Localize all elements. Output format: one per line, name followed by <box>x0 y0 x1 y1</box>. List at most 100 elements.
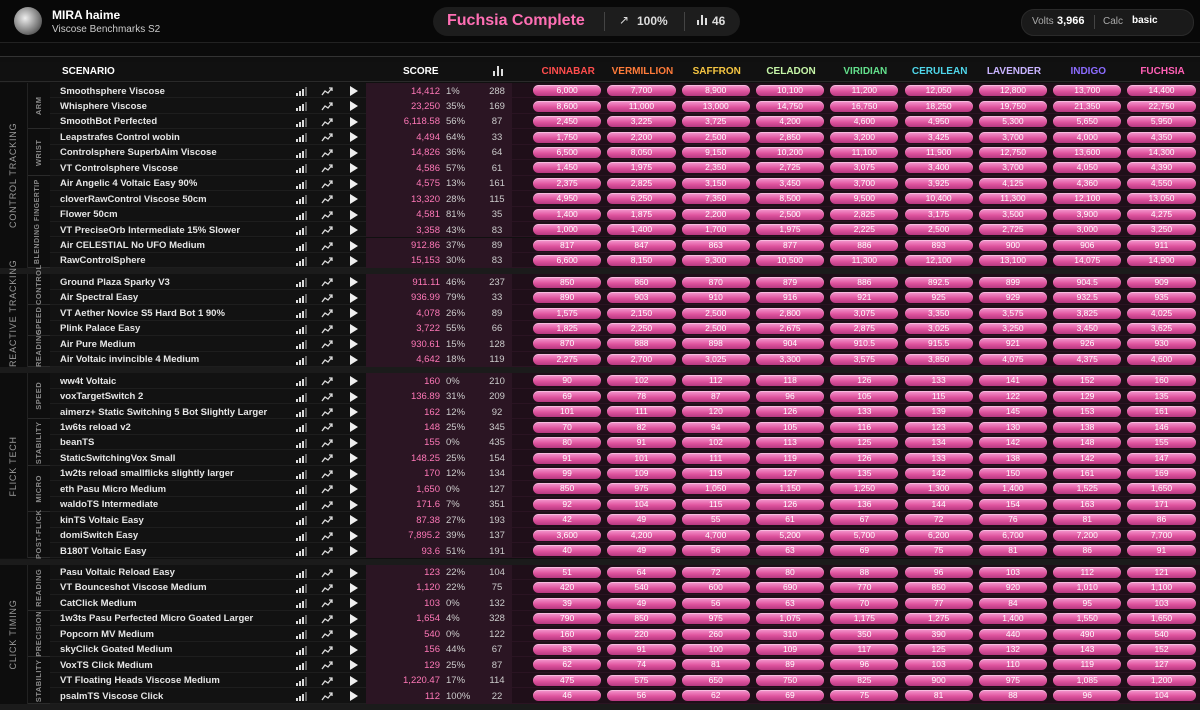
trend-button[interactable] <box>321 308 333 318</box>
scenario-name[interactable]: SmoothBot Perfected <box>60 116 158 128</box>
play-button[interactable] <box>348 86 360 96</box>
play-button[interactable] <box>348 515 360 526</box>
play-button[interactable] <box>348 567 360 578</box>
trend-button[interactable] <box>321 691 333 701</box>
play-button[interactable] <box>348 323 360 334</box>
play-button[interactable] <box>348 546 360 557</box>
trend-button[interactable] <box>321 148 333 158</box>
scenario-name[interactable]: Popcorn MV Medium <box>60 628 154 640</box>
scenario-name[interactable]: Pasu Voltaic Reload Easy <box>60 567 175 578</box>
play-button[interactable] <box>348 391 360 402</box>
play-button[interactable] <box>348 178 360 189</box>
trend-button[interactable] <box>321 531 333 541</box>
scenario-name[interactable]: Smoothsphere Viscose <box>60 85 165 97</box>
scenario-name[interactable]: Ground Plaza Sparky V3 <box>60 276 170 288</box>
trend-button[interactable] <box>321 407 333 417</box>
play-button[interactable] <box>348 453 360 464</box>
trend-button[interactable] <box>321 568 333 578</box>
play-button[interactable] <box>348 225 360 236</box>
trend-button[interactable] <box>321 614 333 624</box>
scenario-name[interactable]: psalmTS Viscose Click <box>60 690 164 702</box>
scenario-name[interactable]: cloverRawControl Viscose 50cm <box>60 193 207 205</box>
play-button[interactable] <box>348 209 360 220</box>
trend-button[interactable] <box>321 324 333 334</box>
scenario-name[interactable]: skyClick Goated Medium <box>60 644 173 656</box>
play-button[interactable] <box>348 308 360 319</box>
play-button[interactable] <box>348 468 360 479</box>
scenario-name[interactable]: Air Voltaic invincible 4 Medium <box>60 354 200 366</box>
trend-button[interactable] <box>321 422 333 432</box>
trend-button[interactable] <box>321 583 333 593</box>
scenario-name[interactable]: Air Pure Medium <box>60 338 136 350</box>
trend-button[interactable] <box>321 500 333 510</box>
scenario-name[interactable]: Air CELESTIAL No UFO Medium <box>60 240 205 251</box>
play-button[interactable] <box>348 354 360 365</box>
play-button[interactable] <box>348 644 360 655</box>
trend-button[interactable] <box>321 676 333 686</box>
scenario-name[interactable]: 1w2ts reload smallflicks slightly larger <box>60 468 234 480</box>
scenario-name[interactable]: ww4t Voltaic <box>60 375 117 387</box>
scenario-name[interactable]: domiSwitch Easy <box>60 530 139 542</box>
play-button[interactable] <box>348 255 360 266</box>
scenario-name[interactable]: voxTargetSwitch 2 <box>60 391 144 403</box>
trend-button[interactable] <box>321 453 333 463</box>
scenario-name[interactable]: VT Controlsphere Viscose <box>60 162 179 174</box>
scenario-name[interactable]: waldoTS Intermediate <box>60 499 159 511</box>
trend-button[interactable] <box>321 241 333 251</box>
play-button[interactable] <box>348 147 360 158</box>
play-button[interactable] <box>348 675 360 686</box>
play-button[interactable] <box>348 691 360 702</box>
scenario-name[interactable]: B180T Voltaic Easy <box>60 545 147 557</box>
play-button[interactable] <box>348 499 360 510</box>
trend-button[interactable] <box>321 225 333 235</box>
trend-button[interactable] <box>321 660 333 670</box>
play-button[interactable] <box>348 116 360 127</box>
play-button[interactable] <box>348 629 360 640</box>
trend-button[interactable] <box>321 355 333 365</box>
play-button[interactable] <box>348 407 360 417</box>
scenario-name[interactable]: Plink Palace Easy <box>60 323 141 335</box>
trend-button[interactable] <box>321 484 333 494</box>
scenario-name[interactable]: Whisphere Viscose <box>60 100 147 112</box>
trend-button[interactable] <box>321 438 333 448</box>
scenario-name[interactable]: StaticSwitchingVox Small <box>60 452 176 464</box>
play-button[interactable] <box>348 484 360 495</box>
trend-button[interactable] <box>321 469 333 479</box>
play-button[interactable] <box>348 101 360 112</box>
scenario-name[interactable]: VT PreciseOrb Intermediate 15% Slower <box>60 224 241 236</box>
play-button[interactable] <box>348 422 360 433</box>
trend-button[interactable] <box>321 293 333 303</box>
trend-button[interactable] <box>321 179 333 189</box>
play-button[interactable] <box>348 277 360 288</box>
play-button[interactable] <box>348 598 360 609</box>
play-button[interactable] <box>348 240 360 251</box>
scenario-name[interactable]: RawControlSphere <box>60 255 146 267</box>
play-button[interactable] <box>348 530 360 541</box>
scenario-name[interactable]: 1w6ts reload v2 <box>60 421 131 433</box>
scenario-name[interactable]: kinTS Voltaic Easy <box>60 514 144 526</box>
scenario-name[interactable]: Air Angelic 4 Voltaic Easy 90% <box>60 178 198 190</box>
scenario-name[interactable]: Air Spectral Easy <box>60 292 139 304</box>
scenario-name[interactable]: CatClick Medium <box>60 597 137 609</box>
trend-button[interactable] <box>321 515 333 525</box>
scenario-name[interactable]: aimerz+ Static Switching 5 Bot Slightly … <box>60 406 268 418</box>
trend-button[interactable] <box>321 339 333 349</box>
trend-button[interactable] <box>321 629 333 639</box>
play-button[interactable] <box>348 376 360 387</box>
trend-button[interactable] <box>321 163 333 173</box>
trend-button[interactable] <box>321 376 333 386</box>
scenario-name[interactable]: 1w3ts Pasu Perfected Micro Goated Larger <box>60 613 254 625</box>
trend-button[interactable] <box>321 392 333 402</box>
scenario-name[interactable]: Leapstrafes Control wobin <box>60 131 180 143</box>
trend-button[interactable] <box>321 256 333 266</box>
play-button[interactable] <box>348 660 360 671</box>
scenario-name[interactable]: VoxTS Click Medium <box>60 659 153 671</box>
play-button[interactable] <box>348 194 360 205</box>
scenario-name[interactable]: VT Bounceshot Viscose Medium <box>60 582 207 594</box>
trend-button[interactable] <box>321 101 333 111</box>
play-button[interactable] <box>348 132 360 143</box>
trend-button[interactable] <box>321 194 333 204</box>
play-button[interactable] <box>348 613 360 624</box>
play-button[interactable] <box>348 339 360 350</box>
trend-button[interactable] <box>321 546 333 556</box>
